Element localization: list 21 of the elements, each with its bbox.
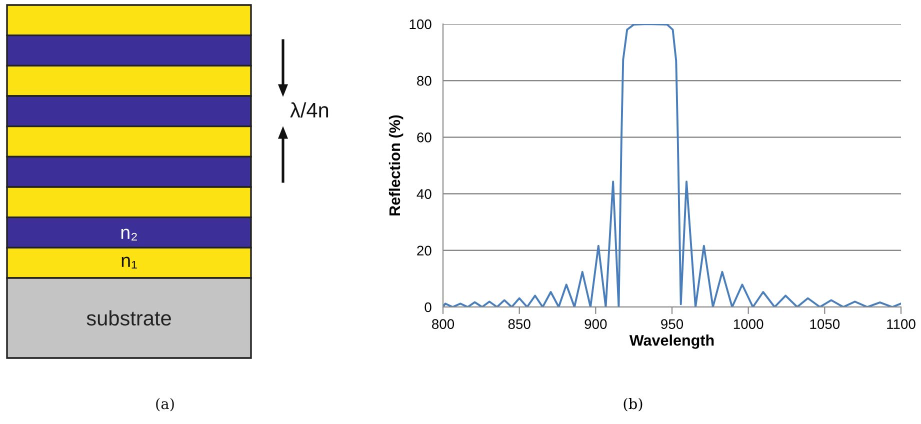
x-tick-label: 1100 <box>887 319 916 330</box>
text: (a) <box>156 398 174 412</box>
x-tick-label: 850 <box>508 319 530 330</box>
text: (b) <box>624 398 642 412</box>
text: λ/4n <box>290 102 328 118</box>
x-tick-label: 800 <box>432 319 454 330</box>
y-axis-title: Reflection (%) <box>388 115 404 216</box>
y-tick-label: 0 <box>424 302 432 312</box>
y-tick-label: 40 <box>416 189 432 199</box>
y-tick-label: 20 <box>417 246 432 256</box>
x-tick-label: 1050 <box>810 319 840 330</box>
y-tick-label: 80 <box>417 76 432 86</box>
x-tick-label: 900 <box>584 319 607 330</box>
text: n₁ <box>122 256 137 268</box>
text: n₂ <box>121 228 137 240</box>
y-tick-label: 60 <box>417 132 432 142</box>
x-axis-title: Wavelength <box>629 334 714 349</box>
x-tick-label: 1000 <box>734 319 764 330</box>
x-tick-label: 950 <box>661 319 684 330</box>
y-tick-label: 100 <box>410 19 432 30</box>
text: substrate <box>86 310 171 326</box>
